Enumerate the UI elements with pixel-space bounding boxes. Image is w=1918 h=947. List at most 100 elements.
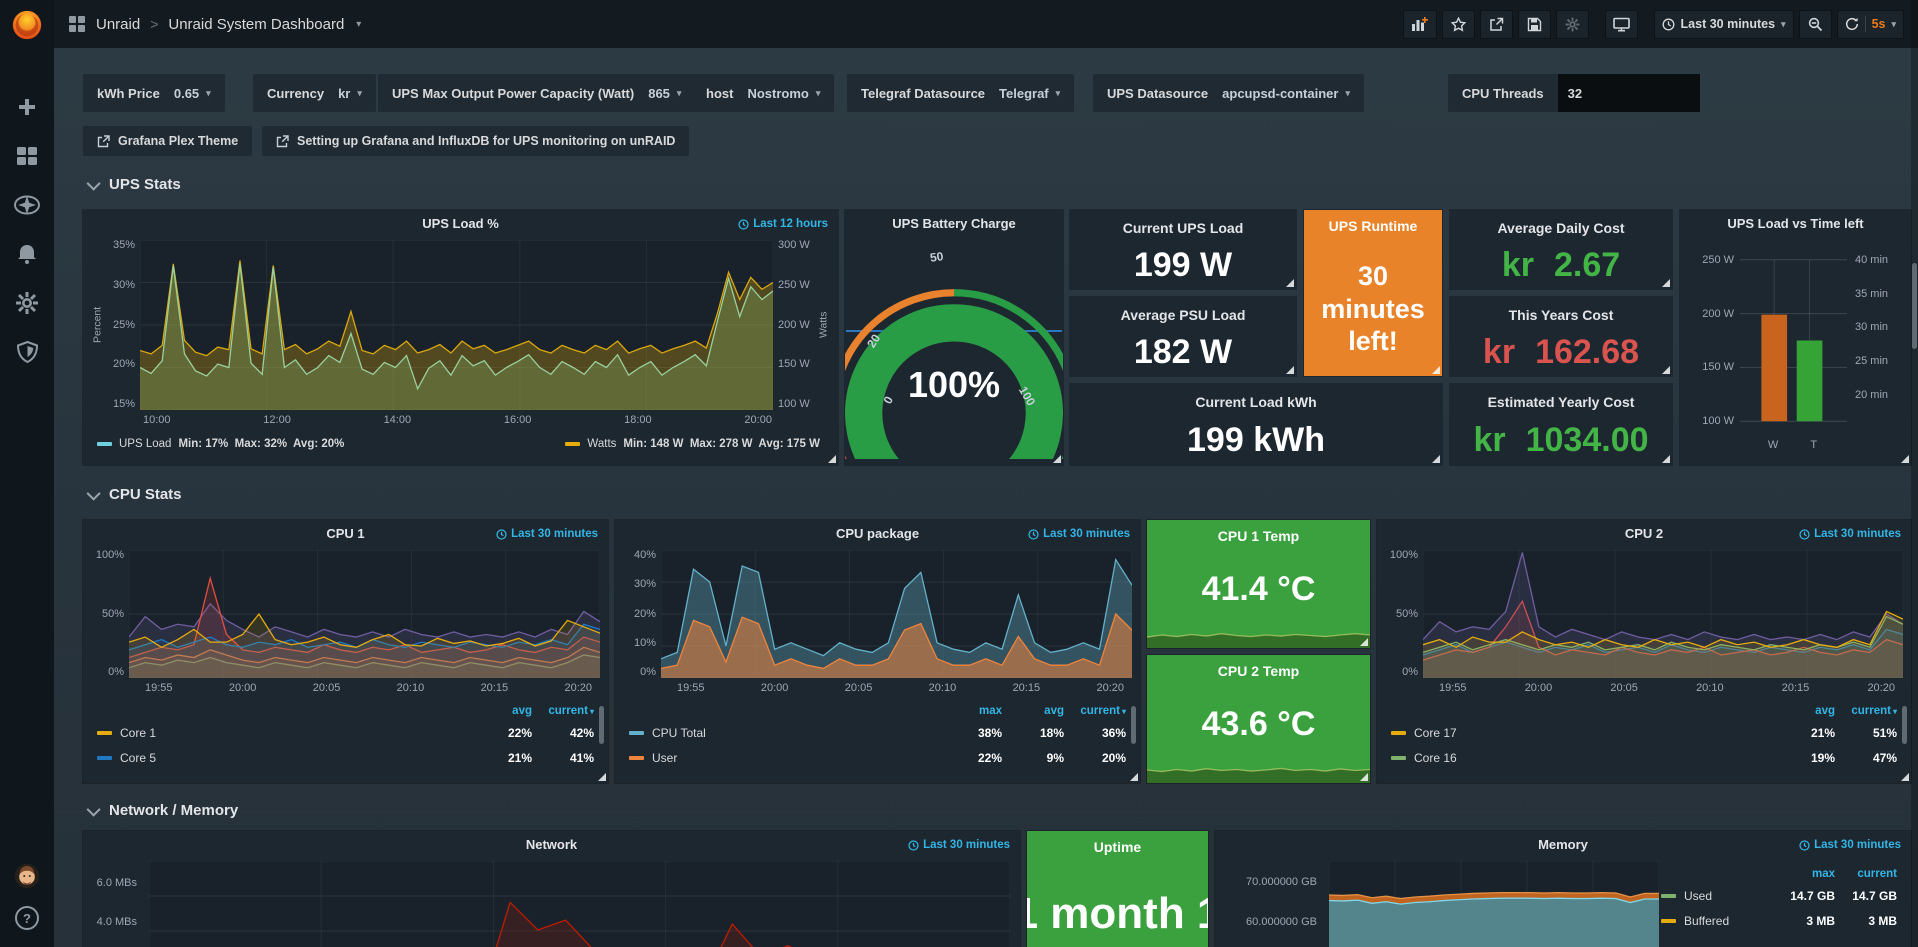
bar-plot[interactable] bbox=[1740, 250, 1847, 431]
legend-header: max avg current bbox=[629, 702, 1126, 720]
title-caret-icon[interactable]: ▾ bbox=[356, 18, 362, 30]
panel-resize-handle[interactable] bbox=[1053, 455, 1061, 463]
variable-ups-max-output[interactable]: UPS Max Output Power Capacity (Watt) 865… bbox=[378, 74, 696, 112]
legend-col-current[interactable]: current bbox=[1835, 705, 1897, 717]
series-name[interactable]: Buffered bbox=[1684, 913, 1730, 928]
panel-resize-handle[interactable] bbox=[1662, 366, 1670, 374]
save-button[interactable] bbox=[1517, 9, 1551, 39]
panel-time-range[interactable]: Last 30 minutes bbox=[1799, 831, 1901, 859]
zoom-out-button[interactable] bbox=[1798, 9, 1832, 39]
variable-kwh-price[interactable]: kWh Price 0.65 ▾ bbox=[83, 74, 225, 112]
panel-resize-handle[interactable] bbox=[1286, 366, 1294, 374]
legend-scrollbar[interactable] bbox=[599, 706, 604, 744]
panel-resize-handle[interactable] bbox=[828, 455, 836, 463]
panel-resize-handle[interactable] bbox=[1130, 773, 1138, 781]
refresh-picker[interactable]: 5s ▾ bbox=[1836, 9, 1904, 39]
series-name[interactable]: Core 5 bbox=[120, 750, 157, 765]
legend-col-current[interactable]: current bbox=[1857, 868, 1897, 880]
cpu-threads-input[interactable] bbox=[1557, 74, 1700, 112]
create-plus-icon[interactable] bbox=[14, 94, 40, 120]
breadcrumb-app[interactable]: Unraid bbox=[96, 15, 141, 33]
page-scrollbar-thumb[interactable] bbox=[1912, 263, 1917, 349]
link-grafana-plex-theme[interactable]: Grafana Plex Theme bbox=[83, 126, 253, 156]
panel-title[interactable]: CPU 1 bbox=[326, 526, 365, 541]
server-admin-shield-icon[interactable] bbox=[14, 339, 40, 365]
sparkline bbox=[1147, 757, 1370, 783]
variable-currency[interactable]: Currency kr ▾ bbox=[253, 74, 376, 112]
time-range-picker[interactable]: Last 30 minutes ▾ bbox=[1653, 9, 1794, 39]
panel-title[interactable]: Network bbox=[525, 837, 578, 852]
panel-resize-handle[interactable] bbox=[1360, 638, 1368, 646]
link-ups-monitoring-guide[interactable]: Setting up Grafana and InfluxDB for UPS … bbox=[262, 126, 690, 156]
panel-resize-handle[interactable] bbox=[1360, 773, 1368, 781]
dashboards-icon[interactable] bbox=[14, 143, 40, 169]
stat-value: kr 2.67 bbox=[1501, 246, 1621, 284]
series-name[interactable]: Used bbox=[1684, 888, 1713, 903]
legend-row: Core 5 21% 41% bbox=[97, 745, 594, 770]
panel-title[interactable]: UPS Load vs Time left bbox=[1727, 216, 1864, 231]
panel-title[interactable]: UPS Battery Charge bbox=[892, 216, 1016, 231]
legend-scrollbar[interactable] bbox=[1131, 706, 1136, 744]
panel-time-range[interactable]: Last 30 minutes bbox=[1799, 520, 1901, 548]
series-name[interactable]: User bbox=[652, 750, 678, 765]
add-panel-button[interactable] bbox=[1402, 9, 1437, 39]
panel-time-range[interactable]: Last 30 minutes bbox=[908, 831, 1010, 859]
legend-col-avg[interactable]: avg bbox=[1044, 705, 1064, 717]
section-network-memory[interactable]: Network / Memory bbox=[86, 802, 238, 819]
panel-time-range[interactable]: Last 30 minutes bbox=[1028, 520, 1130, 548]
ups-load-plot[interactable] bbox=[140, 240, 773, 410]
panel-title[interactable]: UPS Load % bbox=[422, 216, 499, 231]
page-scrollbar[interactable] bbox=[1911, 0, 1918, 947]
legend-scrollbar[interactable] bbox=[1902, 706, 1907, 744]
legend-item-watts[interactable]: Watts Min: 148 W Max: 278 W Avg: 175 W bbox=[565, 438, 820, 450]
grafana-logo[interactable] bbox=[0, 0, 54, 50]
user-avatar[interactable] bbox=[14, 863, 40, 889]
configuration-gear-icon[interactable] bbox=[14, 290, 40, 316]
cpu2-plot[interactable] bbox=[1423, 550, 1903, 678]
series-name[interactable]: Core 17 bbox=[1414, 725, 1457, 740]
legend-item-ups-load[interactable]: UPS Load Min: 17% Max: 32% Avg: 20% bbox=[97, 438, 344, 450]
panel-resize-handle[interactable] bbox=[1901, 455, 1909, 463]
memory-plot[interactable] bbox=[1329, 861, 1659, 947]
series-name[interactable]: Core 1 bbox=[120, 725, 157, 740]
section-cpu-stats[interactable]: CPU Stats bbox=[86, 486, 182, 503]
panel-resize-handle[interactable] bbox=[1432, 366, 1440, 374]
section-ups-stats[interactable]: UPS Stats bbox=[86, 176, 181, 193]
legend-col-avg[interactable]: avg bbox=[1815, 705, 1835, 717]
variable-ups-datasource[interactable]: UPS Datasource apcupsd-container ▾ bbox=[1093, 74, 1364, 112]
panel-title[interactable]: Memory bbox=[1538, 837, 1588, 852]
panel-resize-handle[interactable] bbox=[1662, 279, 1670, 287]
legend-col-avg[interactable]: avg bbox=[512, 705, 532, 717]
panel-resize-handle[interactable] bbox=[1901, 773, 1909, 781]
dashboard-title[interactable]: Unraid System Dashboard bbox=[168, 15, 345, 33]
series-name[interactable]: CPU Total bbox=[652, 725, 706, 740]
cycle-view-monitor-button[interactable] bbox=[1604, 9, 1638, 39]
panel-resize-handle[interactable] bbox=[598, 773, 606, 781]
variable-telegraf-datasource[interactable]: Telegraf Datasource Telegraf ▾ bbox=[847, 74, 1075, 112]
panel-resize-handle[interactable] bbox=[1432, 455, 1440, 463]
share-button[interactable] bbox=[1479, 9, 1513, 39]
help-icon[interactable]: ? bbox=[14, 905, 40, 931]
cpu-package-plot[interactable] bbox=[661, 550, 1132, 678]
top-nav: Unraid > Unraid System Dashboard ▾ bbox=[54, 0, 1918, 48]
variable-host[interactable]: host Nostromo ▾ bbox=[692, 74, 835, 112]
network-plot[interactable] bbox=[149, 861, 1010, 947]
panel-title[interactable]: CPU package bbox=[835, 526, 920, 541]
star-button[interactable] bbox=[1441, 9, 1475, 39]
cpu1-plot[interactable] bbox=[129, 550, 600, 678]
legend-col-current[interactable]: current bbox=[1064, 705, 1126, 717]
explore-compass-icon[interactable] bbox=[14, 192, 40, 218]
panel-title[interactable]: CPU 2 bbox=[1624, 526, 1664, 541]
alerting-bell-icon[interactable] bbox=[14, 241, 40, 267]
panel-resize-handle[interactable] bbox=[1286, 279, 1294, 287]
legend-col-max[interactable]: max bbox=[1811, 868, 1835, 880]
panel-time-range[interactable]: Last 12 hours bbox=[738, 210, 828, 238]
panel-resize-handle[interactable] bbox=[1662, 455, 1670, 463]
stat-value: kr 1034.00 bbox=[1473, 421, 1649, 459]
panel-time-range[interactable]: Last 30 minutes bbox=[496, 520, 598, 548]
dashboard-settings-button[interactable] bbox=[1555, 9, 1589, 39]
legend-col-max[interactable]: max bbox=[978, 705, 1002, 717]
legend-col-current[interactable]: current bbox=[532, 705, 594, 717]
series-name[interactable]: Core 16 bbox=[1414, 750, 1457, 765]
